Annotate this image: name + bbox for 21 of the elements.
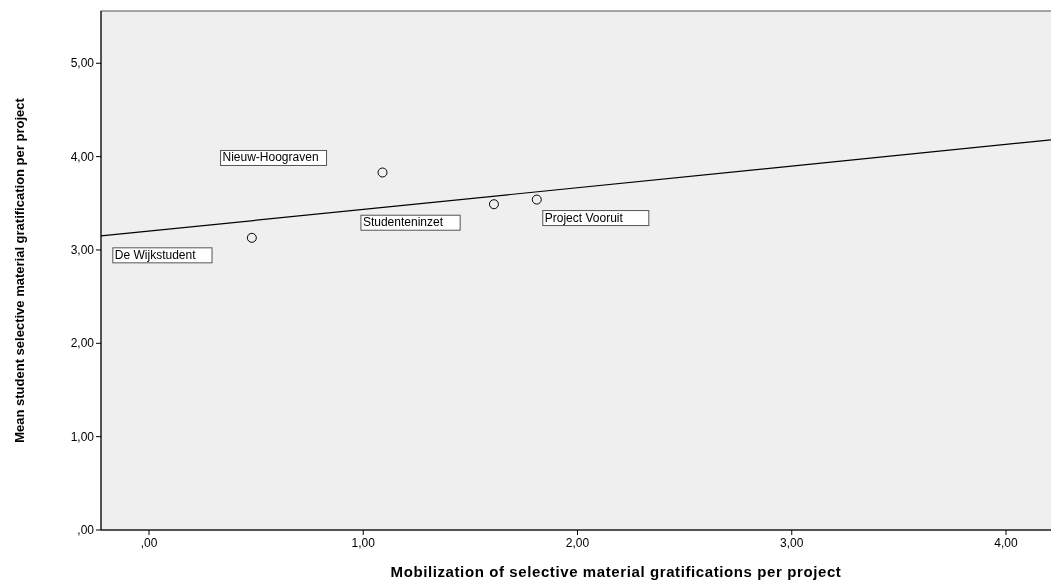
x-axis-title: Mobilization of selective material gratifications per project (390, 563, 842, 580)
annotation: Studenteninzet (362, 215, 444, 230)
point (246, 232, 257, 243)
x-tick-label: 1,00 (351, 536, 376, 550)
x-tick-label: ,00 (140, 536, 158, 550)
y-tick-label: 1,00 (70, 429, 95, 444)
y-tick-label: 3,00 (70, 242, 95, 257)
point (531, 194, 542, 205)
x-tick-label: 2,00 (565, 536, 590, 550)
annotation: Project Vooruit (544, 210, 624, 225)
point (377, 167, 388, 178)
annotation: Nieuw-Hoograven (222, 150, 319, 165)
y-tick-label: 4,00 (70, 149, 95, 164)
point (488, 199, 499, 210)
annotation: De Wijkstudent (114, 247, 197, 262)
y-axis-title: Mean student selective material gratification per project (12, 97, 27, 443)
y-tick-label: 2,00 (70, 336, 95, 351)
x-tick-label: 4,00 (994, 536, 1019, 550)
y-tick-label: ,00 (77, 523, 95, 537)
x-tick-label: 3,00 (780, 536, 804, 550)
y-tick-label: 5,00 (70, 56, 95, 71)
